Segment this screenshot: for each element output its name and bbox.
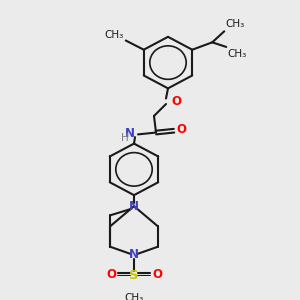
Text: O: O bbox=[152, 268, 162, 281]
Text: O: O bbox=[176, 123, 186, 136]
Text: CH₃: CH₃ bbox=[124, 293, 144, 300]
Text: N: N bbox=[125, 127, 135, 140]
Text: O: O bbox=[106, 268, 116, 281]
Text: S: S bbox=[129, 269, 139, 282]
Text: H: H bbox=[121, 133, 129, 143]
Text: CH₃: CH₃ bbox=[227, 49, 247, 59]
Text: O: O bbox=[171, 95, 181, 108]
Text: N: N bbox=[129, 248, 139, 262]
Text: CH₃: CH₃ bbox=[104, 30, 124, 40]
Text: N: N bbox=[129, 200, 139, 213]
Text: CH₃: CH₃ bbox=[225, 20, 244, 29]
